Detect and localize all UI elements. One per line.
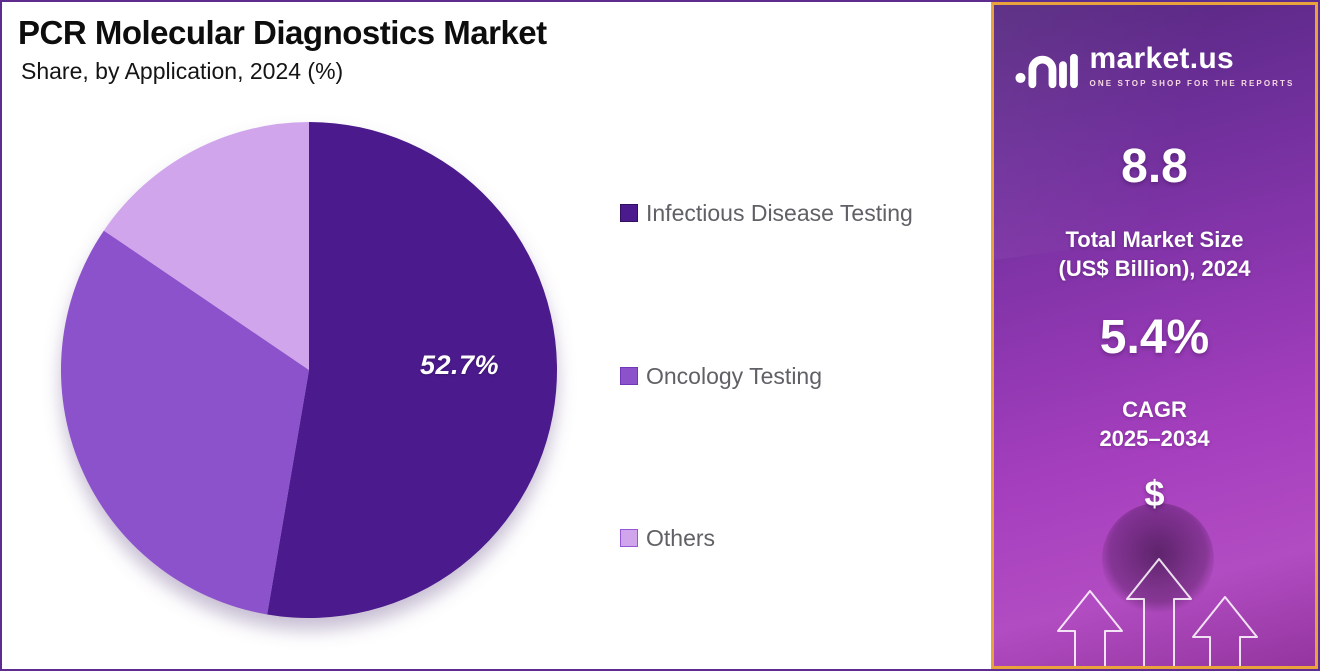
- marketus-logo-icon: [1014, 53, 1078, 89]
- stat-cagr-value: 5.4%: [1099, 311, 1210, 364]
- legend-swatch-icon: [620, 529, 638, 547]
- brand-logo: market.us ONE STOP SHOP FOR THE REPORTS: [994, 41, 1315, 91]
- legend-item-others: Others: [620, 520, 715, 556]
- chart-legend: Infectious Disease Testing Oncology Test…: [620, 2, 980, 669]
- legend-swatch-icon: [620, 204, 638, 222]
- pie-slice-0: [267, 122, 557, 618]
- legend-label: Oncology Testing: [646, 362, 823, 389]
- stat-market-size-value: 8.8: [1121, 140, 1188, 193]
- legend-label: Infectious Disease Testing: [646, 199, 913, 226]
- stat-market-size-label-line1: Total Market Size: [1065, 227, 1244, 252]
- stat-cagr-label-line1: CAGR: [1122, 397, 1187, 422]
- stat-cagr-label-line2: 2025–2034: [1099, 426, 1210, 452]
- brand-name: market.us: [1089, 42, 1234, 75]
- stat-market-size-label: Total Market Size (US$ Billion), 2024: [994, 225, 1315, 284]
- stat-cagr-label: CAGR 2025–2034: [994, 395, 1315, 454]
- legend-item-infectious-disease-testing: Infectious Disease Testing: [620, 195, 913, 231]
- page-subtitle: Share, by Application, 2024 (%): [21, 58, 344, 84]
- pie-chart: 52.7%: [57, 118, 561, 622]
- growth-arrows-icon: [1057, 558, 1258, 666]
- stat-market-size-label-line2: (US$ Billion), 2024: [1058, 256, 1251, 282]
- brand-sidebar: market.us ONE STOP SHOP FOR THE REPORTS …: [991, 2, 1318, 669]
- page-title: PCR Molecular Diagnostics Market: [18, 14, 547, 51]
- legend-label: Others: [646, 524, 716, 551]
- pie-data-label: 52.7%: [419, 350, 500, 380]
- dollar-icon: $: [1144, 473, 1165, 514]
- pie-chart-svg: [60, 121, 557, 618]
- pie-slice-1: [60, 230, 309, 615]
- pie-slice-2: [103, 121, 309, 370]
- legend-swatch-icon: [620, 367, 638, 385]
- legend-item-oncology-testing: Oncology Testing: [620, 358, 822, 394]
- brand-tagline: ONE STOP SHOP FOR THE REPORTS: [1089, 79, 1295, 88]
- chart-panel: PCR Molecular Diagnostics Market Share, …: [2, 2, 995, 669]
